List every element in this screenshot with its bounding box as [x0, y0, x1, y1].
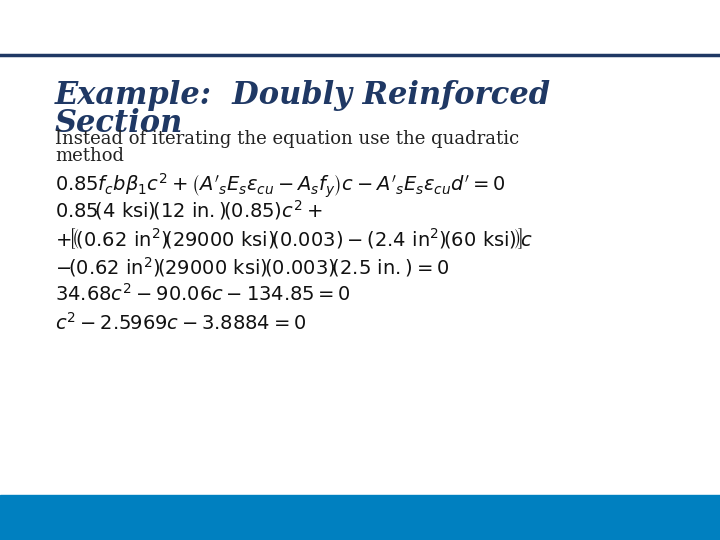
Bar	[0, 495, 720, 540]
Text: $0.85\!\left(4\ \mathrm{ksi}\right)\!\left(12\ \mathrm{in.}\right)\!\left(0.85\r: $0.85\!\left(4\ \mathrm{ksi}\right)\!\le…	[55, 198, 323, 222]
Text: $c^2-2.5969c-3.8884=0$: $c^2-2.5969c-3.8884=0$	[55, 312, 306, 334]
Text: $-\!\left(0.62\ \mathrm{in}^2\right)\!\left(29000\ \mathrm{ksi}\right)\!\left(0.: $-\!\left(0.62\ \mathrm{in}^2\right)\!\l…	[55, 255, 449, 279]
Text: Section: Section	[55, 108, 184, 139]
Text: Instead of iterating the equation use the quadratic: Instead of iterating the equation use th…	[55, 130, 519, 148]
Text: Example:  Doubly Reinforced: Example: Doubly Reinforced	[55, 80, 551, 111]
Text: $0.85f_cb\beta_1c^2+\left(A'_sE_s\varepsilon_{cu}-A_sf_y\right)c-A'_sE_s\varepsi: $0.85f_cb\beta_1c^2+\left(A'_sE_s\vareps…	[55, 172, 505, 200]
Text: $34.68c^2-90.06c-134.85=0$: $34.68c^2-90.06c-134.85=0$	[55, 283, 351, 305]
Text: $+\!\left[\!\left(\!\left(0.62\ \mathrm{in}^2\right)\!\left(29000\ \mathrm{ksi}\: $+\!\left[\!\left(\!\left(0.62\ \mathrm{…	[55, 226, 534, 251]
Text: method: method	[55, 147, 124, 165]
